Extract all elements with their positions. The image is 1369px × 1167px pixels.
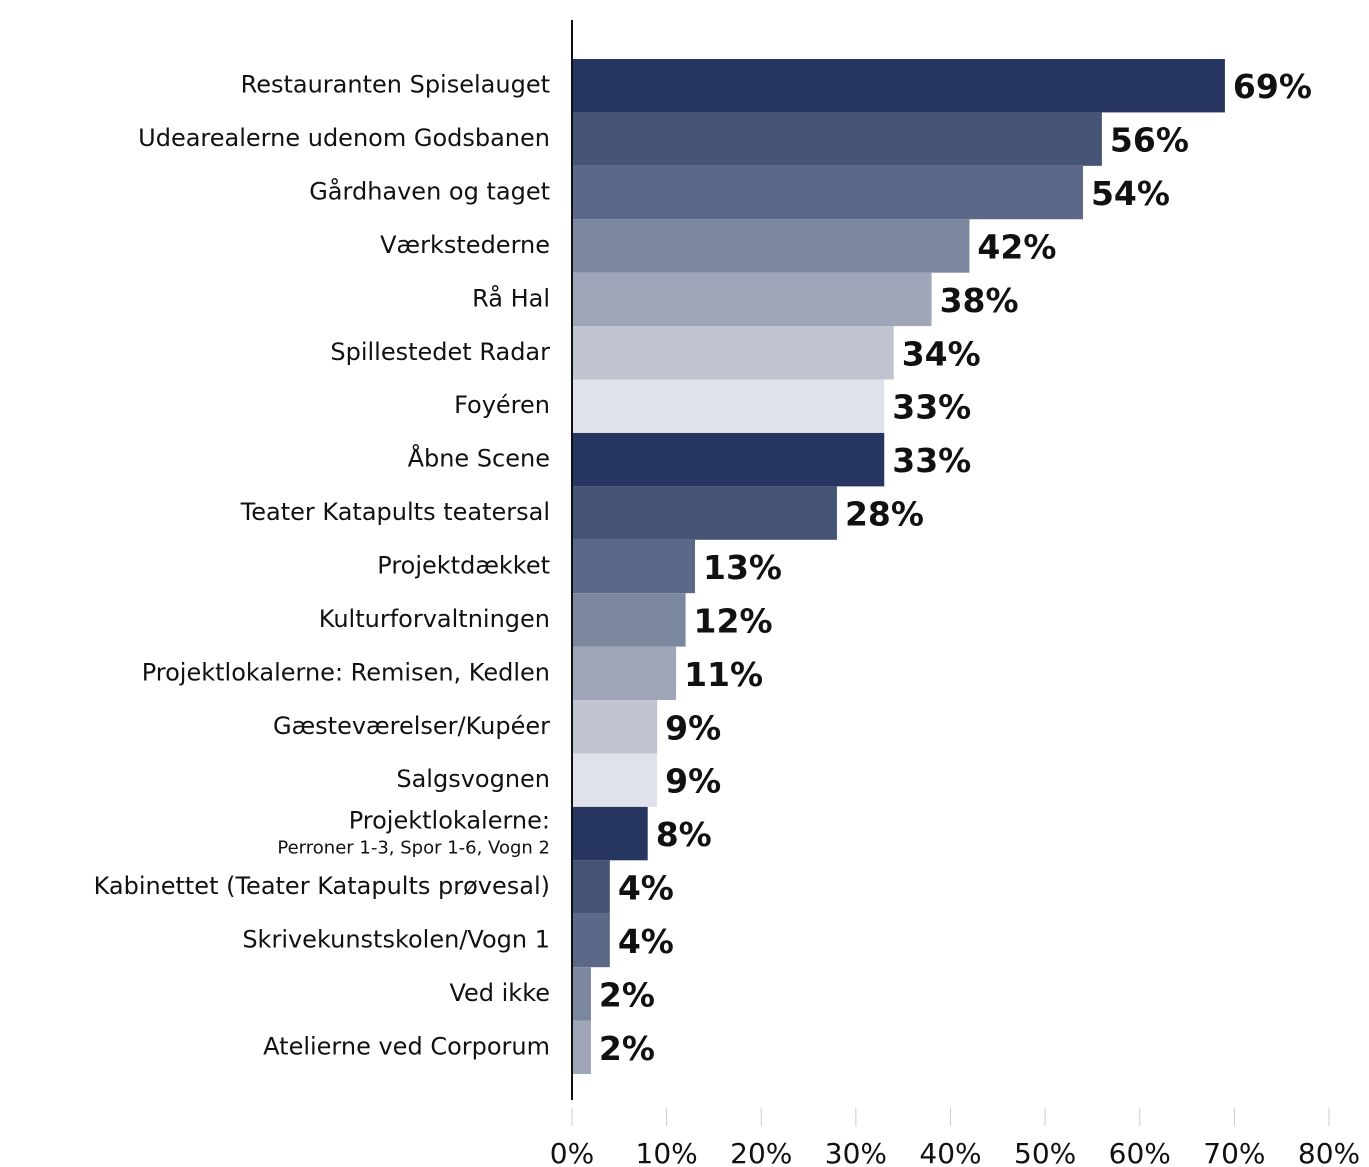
category-label: Værkstederne bbox=[380, 231, 550, 259]
bar bbox=[572, 486, 837, 540]
x-tick-label: 10% bbox=[636, 1137, 698, 1167]
category-label: Skrivekunstskolen/Vogn 1 bbox=[242, 925, 550, 953]
category-label: Rå Hal bbox=[472, 283, 550, 312]
category-label: Ved ikke bbox=[449, 979, 550, 1007]
category-label: Restauranten Spiselauget bbox=[241, 71, 550, 99]
x-tick-label: 60% bbox=[1109, 1137, 1171, 1167]
bar bbox=[572, 59, 1225, 113]
value-label: 9% bbox=[665, 762, 721, 801]
category-label: Gårdhaven og taget bbox=[309, 177, 550, 206]
value-label: 33% bbox=[892, 441, 971, 480]
category-label: Spillestedet Radar bbox=[330, 338, 550, 366]
category-label: Kabinettet (Teater Katapults prøvesal) bbox=[94, 872, 550, 900]
value-label: 4% bbox=[618, 922, 674, 961]
value-label: 34% bbox=[902, 334, 981, 373]
category-label: Gæsteværelser/Kupéer bbox=[273, 712, 550, 740]
category-label: Projektlokalerne: bbox=[349, 807, 550, 835]
value-label: 12% bbox=[694, 601, 773, 640]
bar bbox=[572, 753, 658, 807]
value-label: 42% bbox=[977, 227, 1056, 266]
value-label: 8% bbox=[656, 815, 712, 854]
bar bbox=[572, 539, 696, 594]
category-label: Projektdækket bbox=[377, 552, 550, 580]
bar bbox=[572, 272, 932, 327]
x-tick-label: 30% bbox=[825, 1137, 887, 1167]
bar bbox=[572, 967, 591, 1021]
bar bbox=[572, 806, 648, 861]
x-tick-label: 70% bbox=[1203, 1137, 1265, 1167]
bar bbox=[572, 112, 1102, 166]
value-label: 2% bbox=[599, 975, 655, 1014]
category-label: Teater Katapults teatersal bbox=[240, 498, 550, 526]
bar bbox=[572, 432, 885, 487]
category-label: Foyéren bbox=[454, 391, 550, 419]
x-tick-label: 0% bbox=[550, 1137, 594, 1167]
bar bbox=[572, 1020, 591, 1074]
category-label: Projektlokalerne: Remisen, Kedlen bbox=[142, 658, 550, 686]
x-tick-label: 50% bbox=[1014, 1137, 1076, 1167]
bar bbox=[572, 219, 970, 273]
bar bbox=[572, 646, 677, 701]
category-label: Åbne Scene bbox=[408, 444, 550, 473]
category-sublabel: Perroner 1-3, Spor 1-6, Vogn 2 bbox=[277, 838, 550, 859]
value-label: 2% bbox=[599, 1029, 655, 1068]
value-label: 33% bbox=[892, 388, 971, 427]
category-label: Salgsvognen bbox=[396, 765, 550, 793]
x-tick-label: 40% bbox=[919, 1137, 981, 1167]
value-label: 9% bbox=[665, 708, 721, 747]
category-label: Udearealerne udenom Godsbanen bbox=[138, 124, 550, 152]
value-label: 4% bbox=[618, 869, 674, 908]
bar bbox=[572, 326, 894, 380]
category-label: Kulturforvaltningen bbox=[319, 605, 550, 633]
bar bbox=[572, 700, 658, 754]
bar bbox=[572, 860, 610, 914]
category-label: Atelierne ved Corporum bbox=[263, 1032, 550, 1060]
value-label: 13% bbox=[703, 548, 782, 587]
x-tick-label: 20% bbox=[730, 1137, 792, 1167]
value-label: 28% bbox=[845, 495, 924, 534]
bar bbox=[572, 593, 686, 647]
value-label: 69% bbox=[1233, 67, 1312, 106]
value-label: 54% bbox=[1091, 174, 1170, 213]
x-tick-label: 80% bbox=[1298, 1137, 1360, 1167]
value-label: 38% bbox=[940, 281, 1019, 320]
bar bbox=[572, 913, 610, 968]
value-label: 56% bbox=[1110, 121, 1189, 160]
bar bbox=[572, 379, 885, 433]
value-label: 11% bbox=[684, 655, 763, 694]
bar bbox=[572, 165, 1083, 220]
